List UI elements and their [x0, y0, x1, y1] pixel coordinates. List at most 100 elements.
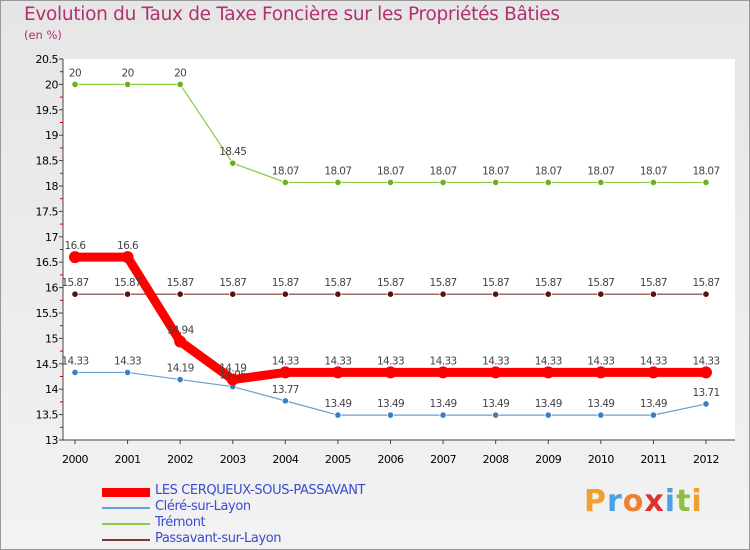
data-point [386, 290, 395, 298]
data-label: 13.49 [482, 398, 509, 410]
data-label: 14.94 [167, 324, 195, 336]
data-label: 14.33 [587, 355, 614, 367]
data-label: 13.49 [640, 398, 667, 410]
data-label: 15.87 [324, 277, 351, 289]
data-point [281, 178, 289, 187]
data-label: 14.33 [482, 355, 509, 367]
data-point [489, 366, 502, 379]
legend-swatch [102, 507, 150, 509]
brand-letter: i [664, 484, 677, 519]
data-label: 13.71 [692, 387, 719, 399]
data-point [649, 411, 658, 419]
data-label: 14.33 [61, 355, 88, 367]
data-label: 14.33 [272, 355, 299, 367]
brand-letter: i [691, 484, 703, 519]
data-point [597, 290, 605, 298]
data-point [597, 178, 605, 187]
data-point [542, 366, 555, 379]
y-tick-label: 17 [45, 231, 58, 244]
data-label: 18.07 [640, 165, 667, 177]
data-point [386, 178, 395, 187]
data-point [544, 411, 552, 419]
brand-letter: t [676, 484, 692, 519]
y-tick-label: 18.5 [36, 155, 59, 168]
legend-label: Trémont [155, 515, 206, 530]
data-point [229, 159, 237, 167]
data-label: 14.33 [114, 355, 141, 367]
data-point [492, 411, 500, 419]
y-tick-label: 20.5 [36, 53, 59, 66]
data-label: 14.33 [430, 355, 457, 367]
data-point [226, 373, 239, 386]
data-label: 14.33 [377, 355, 404, 367]
brand-letter: o [622, 484, 645, 519]
y-tick-label: 19.5 [36, 104, 59, 117]
data-point [174, 335, 187, 348]
brand-letter: x [644, 484, 665, 519]
data-point [439, 178, 447, 187]
data-point [176, 80, 184, 89]
data-label: 18.07 [587, 165, 614, 177]
data-label: 14.33 [535, 355, 562, 367]
data-point [437, 366, 450, 379]
data-point [702, 290, 710, 298]
y-tick-label: 14.5 [36, 358, 59, 371]
data-point [176, 375, 184, 384]
x-tick-label: 2006 [378, 453, 404, 466]
data-point [71, 80, 79, 89]
data-label: 15.87 [219, 277, 246, 289]
data-label: 13.49 [535, 398, 562, 410]
data-point [279, 366, 292, 379]
data-label: 15.87 [535, 277, 562, 289]
data-point [281, 397, 289, 405]
legend-label: Cléré-sur-Layon [155, 499, 251, 514]
data-point [386, 411, 395, 419]
data-point [700, 366, 712, 379]
data-label: 15.87 [430, 277, 457, 289]
data-point [492, 290, 500, 298]
y-tick-label: 18 [45, 180, 58, 193]
data-label: 15.87 [692, 277, 719, 289]
data-label: 14.05 [219, 370, 246, 382]
data-point [123, 368, 132, 377]
data-label: 13.49 [587, 398, 614, 410]
data-label: 18.07 [272, 165, 299, 177]
y-tick-label: 15 [45, 332, 58, 345]
plot-area [63, 59, 735, 440]
y-tick-label: 15.5 [36, 307, 59, 320]
y-tick-label: 13.5 [36, 409, 59, 422]
data-label: 13.49 [324, 398, 351, 410]
data-point [229, 290, 237, 298]
data-label: 14.33 [324, 355, 351, 367]
y-tick-label: 17.5 [36, 205, 59, 218]
data-label: 15.87 [114, 277, 141, 289]
data-point [544, 178, 552, 187]
data-label: 15.87 [482, 277, 509, 289]
data-label: 15.87 [587, 277, 614, 289]
data-point [331, 366, 344, 379]
data-label: 13.49 [430, 398, 457, 410]
data-label: 13.77 [272, 384, 299, 396]
data-point [176, 290, 184, 298]
brand-logo: Proxiti [584, 484, 703, 519]
x-tick-label: 2011 [640, 453, 666, 466]
data-point [702, 400, 710, 408]
data-point [702, 178, 710, 187]
data-label: 18.07 [482, 165, 509, 177]
data-point [594, 366, 607, 379]
data-label: 16.6 [117, 240, 139, 252]
data-point [71, 368, 79, 377]
legend-swatch [102, 539, 150, 541]
data-label: 16.6 [65, 240, 87, 252]
x-tick-label: 2003 [220, 453, 246, 466]
x-tick-label: 2010 [588, 453, 614, 466]
x-tick-label: 2000 [62, 453, 88, 466]
data-label: 20 [174, 67, 186, 79]
y-tick-label: 16 [45, 282, 58, 295]
data-label: 18.07 [535, 165, 562, 177]
brand-letter: P [584, 484, 607, 519]
data-point [439, 411, 447, 419]
legend-label: LES CERQUEUX-SOUS-PASSAVANT [155, 483, 366, 498]
data-point [544, 290, 552, 298]
